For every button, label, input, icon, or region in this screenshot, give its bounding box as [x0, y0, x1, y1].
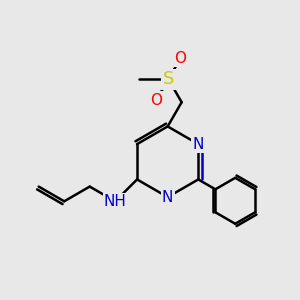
Text: N: N [193, 136, 204, 152]
Text: N: N [162, 190, 173, 205]
Text: O: O [150, 93, 162, 108]
Text: S: S [163, 70, 174, 88]
Text: NH: NH [104, 194, 127, 209]
Text: O: O [175, 51, 187, 66]
